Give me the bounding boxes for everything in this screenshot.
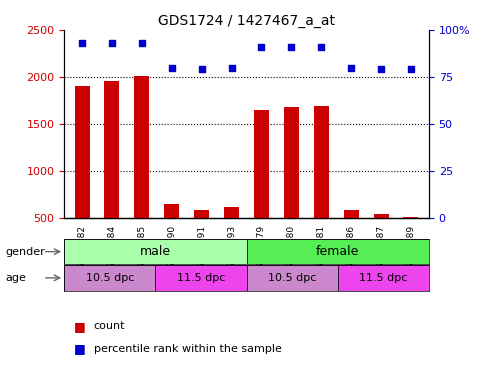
Point (377, 66, 385, 72)
Point (78, 40, 86, 46)
Text: 10.5 dpc: 10.5 dpc (268, 273, 317, 283)
Bar (314, 106, 329, 218)
Point (287, 44, 295, 50)
Bar (284, 107, 299, 218)
Bar (135, 76, 149, 217)
Bar (374, 214, 388, 217)
Bar (155, 265, 246, 291)
Text: female: female (316, 245, 359, 258)
Point (198, 66, 206, 72)
Point (347, 64, 355, 70)
Bar (224, 207, 239, 218)
Point (257, 44, 265, 50)
Bar (105, 81, 119, 218)
Point (407, 66, 415, 72)
Bar (194, 210, 209, 218)
Bar (74, 86, 90, 218)
Text: percentile rank within the sample: percentile rank within the sample (94, 344, 282, 354)
Text: count: count (94, 321, 125, 331)
Text: age: age (5, 273, 26, 283)
Title: GDS1724 / 1427467_a_at: GDS1724 / 1427467_a_at (158, 13, 335, 28)
Bar (64, 265, 155, 291)
Point (168, 64, 176, 70)
Point (317, 44, 325, 50)
Bar (246, 239, 429, 264)
Bar (338, 265, 429, 291)
Text: ■: ■ (74, 342, 86, 355)
Text: 11.5 dpc: 11.5 dpc (359, 273, 408, 283)
Text: ■: ■ (74, 320, 86, 333)
Bar (64, 239, 246, 264)
Point (108, 40, 116, 46)
Point (138, 40, 146, 46)
Text: male: male (140, 245, 171, 258)
Bar (344, 210, 358, 218)
Text: 11.5 dpc: 11.5 dpc (176, 273, 225, 283)
Text: gender: gender (5, 247, 45, 256)
Bar (254, 110, 269, 218)
Point (228, 64, 236, 70)
Bar (164, 204, 179, 218)
Bar (246, 265, 338, 291)
Text: 10.5 dpc: 10.5 dpc (85, 273, 134, 283)
